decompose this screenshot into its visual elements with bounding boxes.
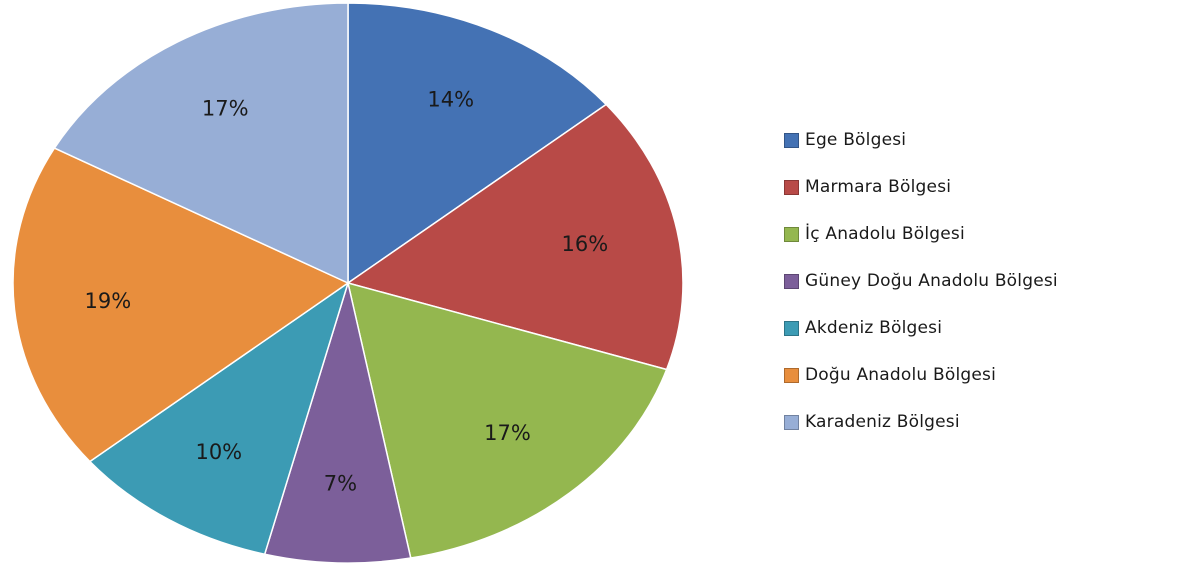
slice-data-label-6: 17% (202, 97, 249, 121)
slice-data-label-2: 17% (484, 421, 531, 445)
pie-slice-6 (53, 2, 349, 284)
legend-label: Akdeniz Bölgesi (805, 318, 943, 338)
chart-legend: Ege Bölgesi Marmara Bölgesi İç Anadolu Böl… (784, 124, 1194, 453)
legend-item: Marmara Bölgesi (784, 171, 1194, 203)
legend-swatch (784, 414, 799, 430)
legend-item: Karadeniz Bölgesi (784, 406, 1194, 438)
pie-slice-3 (263, 282, 412, 564)
pie-slice-5 (12, 147, 349, 463)
legend-label: Karadeniz Bölgesi (805, 412, 960, 432)
legend-label: Doğu Anadolu Bölgesi (805, 365, 996, 385)
legend-swatch (784, 226, 799, 242)
legend-item: Akdeniz Bölgesi (784, 312, 1194, 344)
legend-label: Ege Bölgesi (805, 130, 907, 150)
legend-swatch (784, 179, 799, 195)
legend-item: Doğu Anadolu Bölgesi (784, 359, 1194, 391)
pie-slice-1 (347, 103, 684, 371)
legend-swatch (784, 367, 799, 383)
legend-swatch (784, 320, 799, 336)
slice-data-label-3: 7% (324, 472, 357, 496)
pie-slice-0 (347, 2, 607, 284)
legend-label: Marmara Bölgesi (805, 177, 952, 197)
slice-data-label-5: 19% (85, 289, 132, 313)
slice-data-label-1: 16% (562, 232, 609, 256)
slice-data-label-0: 14% (427, 88, 474, 112)
pie-plot-area: 14% 16% 17% 7% 10% 19% 17% (12, 2, 684, 564)
legend-item: Ege Bölgesi (784, 124, 1194, 156)
legend-label: Güney Doğu Anadolu Bölgesi (805, 271, 1058, 291)
legend-item: İç Anadolu Bölgesi (784, 218, 1194, 250)
pie-slice-4 (89, 282, 349, 555)
legend-item: Güney Doğu Anadolu Bölgesi (784, 265, 1194, 297)
slice-data-label-4: 10% (195, 440, 242, 464)
legend-swatch (784, 273, 799, 289)
legend-label: İç Anadolu Bölgesi (805, 224, 965, 244)
legend-swatch (784, 132, 799, 148)
pie-slice-2 (347, 282, 668, 559)
